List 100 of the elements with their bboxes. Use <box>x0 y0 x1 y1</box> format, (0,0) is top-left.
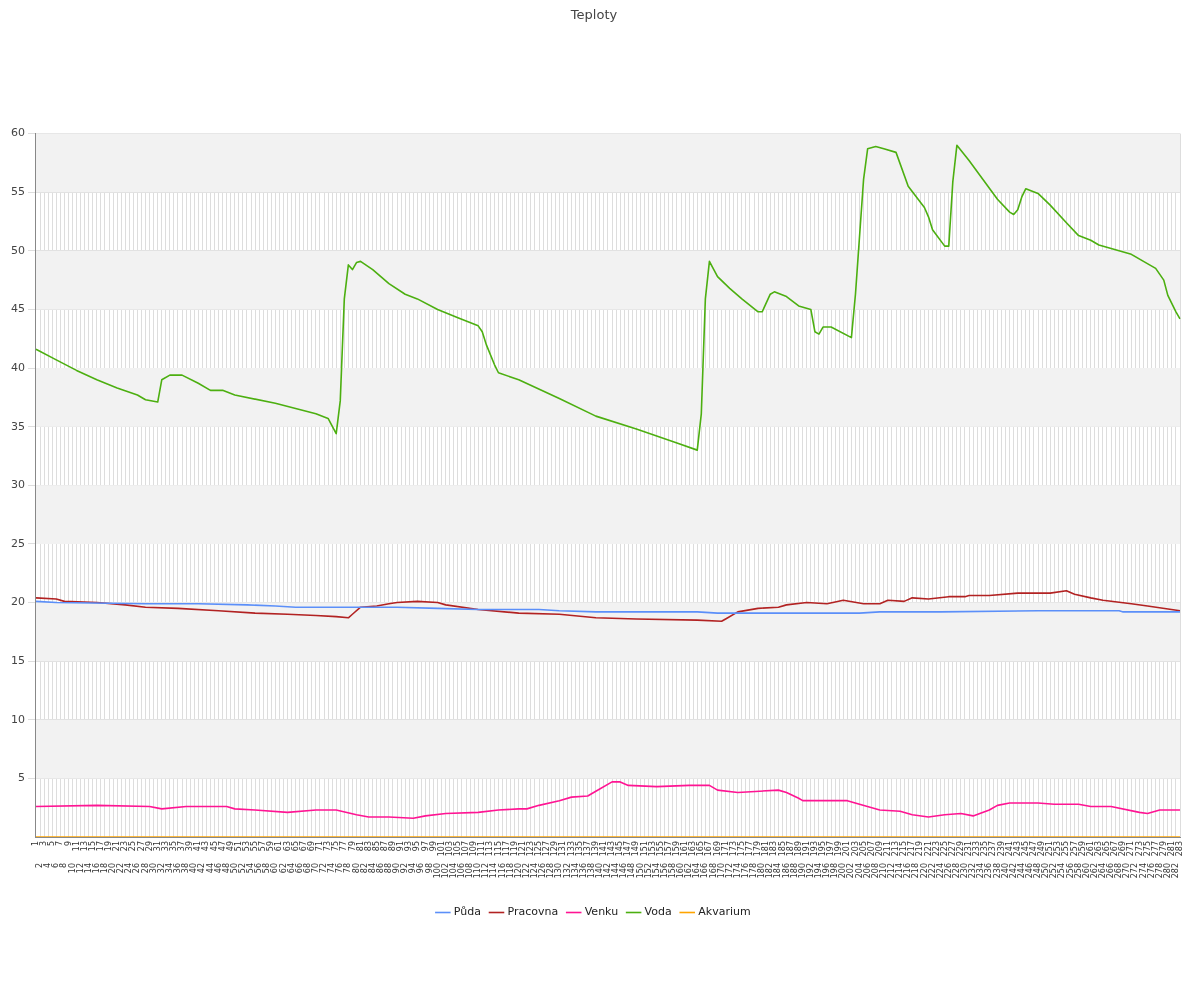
x-tick-label: 205 <box>858 841 868 857</box>
x-tick-label: 176 <box>741 863 751 879</box>
x-tick-label: 126 <box>538 863 548 879</box>
x-tick-label: 202 <box>846 863 856 879</box>
x-tick-label: 159 <box>672 841 682 857</box>
x-tick-label: 12 <box>75 863 85 874</box>
x-tick-label: 74 <box>327 863 337 874</box>
x-tick-label: 207 <box>866 841 876 857</box>
x-tick-label: 281 <box>1166 841 1176 857</box>
x-tick-label: 105 <box>452 841 462 857</box>
x-tick-label: 246 <box>1024 863 1034 879</box>
x-tick-label: 204 <box>854 863 864 879</box>
x-tick-label: 266 <box>1106 863 1116 879</box>
x-tick-label: 157 <box>663 841 673 857</box>
x-tick-label: 110 <box>473 863 483 879</box>
x-tick-label: 277 <box>1150 841 1160 857</box>
x-tick-label: 189 <box>793 841 803 857</box>
x-tick-label: 274 <box>1138 863 1148 879</box>
x-tick-label: 236 <box>984 863 994 879</box>
x-tick-label: 169 <box>712 841 722 857</box>
x-tick-label: 39 <box>185 841 195 852</box>
y-tick-label: 20 <box>11 595 25 609</box>
x-tick-label: 270 <box>1122 863 1132 879</box>
x-tick-label: 185 <box>777 841 787 857</box>
x-tick-label: 28 <box>140 863 150 874</box>
x-tick-label: 9 <box>63 841 73 847</box>
x-tick-label: 132 <box>562 863 572 879</box>
x-tick-label: 106 <box>457 863 467 879</box>
x-tick-label: 162 <box>684 863 694 879</box>
x-tick-label: 229 <box>956 841 966 857</box>
y-tick-label: 5 <box>18 771 25 785</box>
x-tick-label: 19 <box>104 841 114 852</box>
x-tick-label: 53 <box>242 841 252 852</box>
x-tick-label: 23 <box>120 841 130 852</box>
x-tick-label: 203 <box>850 841 860 857</box>
x-tick-label: 164 <box>692 863 702 879</box>
x-tick-label: 118 <box>505 863 515 879</box>
x-tick-label: 54 <box>246 863 256 874</box>
x-tick-label: 166 <box>700 863 710 879</box>
x-tick-label: 248 <box>1033 863 1043 879</box>
x-tick-label: 194 <box>814 863 824 879</box>
x-tick-label: 201 <box>842 841 852 857</box>
x-tick-label: 171 <box>720 841 730 857</box>
x-tick-label: 148 <box>627 863 637 879</box>
x-tick-label: 167 <box>704 841 714 857</box>
x-tick-label: 182 <box>765 863 775 879</box>
x-tick-label: 16 <box>91 863 101 874</box>
x-tick-label: 198 <box>830 863 840 879</box>
x-tick-label: 262 <box>1089 863 1099 879</box>
x-tick-label: 84 <box>367 863 377 874</box>
x-tick-label: 8 <box>59 863 69 869</box>
x-tick-label: 181 <box>761 841 771 857</box>
x-tick-label: 156 <box>659 863 669 879</box>
x-tick-label: 11 <box>71 841 81 852</box>
x-tick-label: 261 <box>1085 841 1095 857</box>
x-tick-label: 107 <box>461 841 471 857</box>
x-tick-label: 25 <box>128 841 138 852</box>
x-tick-label: 150 <box>635 863 645 879</box>
x-tick-label: 113 <box>485 841 495 857</box>
x-tick-label: 44 <box>205 863 215 874</box>
x-tick-label: 273 <box>1134 841 1144 857</box>
x-tick-label: 265 <box>1102 841 1112 857</box>
x-tick-label: 218 <box>911 863 921 879</box>
x-tick-label: 40 <box>189 863 199 874</box>
x-tick-label: 257 <box>1069 841 1079 857</box>
x-tick-label: 101 <box>436 841 446 857</box>
x-tick-label: 278 <box>1154 863 1164 879</box>
x-tick-label: 247 <box>1029 841 1039 857</box>
x-tick-label: 245 <box>1020 841 1030 857</box>
x-tick-label: 32 <box>156 863 166 874</box>
x-tick-label: 78 <box>343 863 353 874</box>
x-tick-label: 128 <box>546 863 556 879</box>
x-tick-label: 269 <box>1118 841 1128 857</box>
x-tick-label: 14 <box>83 863 93 874</box>
y-tick-label: 15 <box>11 654 25 668</box>
x-tick-label: 75 <box>331 841 341 852</box>
x-tick-label: 3 <box>39 841 49 847</box>
x-tick-label: 158 <box>667 863 677 879</box>
x-tick-label: 102 <box>440 863 450 879</box>
x-tick-label: 127 <box>542 841 552 857</box>
x-tick-label: 18 <box>100 863 110 874</box>
x-tick-label: 209 <box>874 841 884 857</box>
x-tick-label: 267 <box>1110 841 1120 857</box>
x-tick-label: 87 <box>379 841 389 852</box>
x-tick-label: 276 <box>1146 863 1156 879</box>
x-tick-label: 238 <box>992 863 1002 879</box>
x-tick-label: 206 <box>862 863 872 879</box>
x-tick-label: 272 <box>1130 863 1140 879</box>
chart-title: Teploty <box>569 7 618 23</box>
x-tick-label: 161 <box>680 841 690 857</box>
x-tick-label: 130 <box>554 863 564 879</box>
x-tick-label: 249 <box>1037 841 1047 857</box>
x-tick-label: 147 <box>623 841 633 857</box>
x-tick-label: 197 <box>826 841 836 857</box>
x-tick-label: 17 <box>95 841 105 852</box>
x-tick-label: 119 <box>509 841 519 857</box>
x-tick-label: 120 <box>513 863 523 879</box>
y-tick-label: 25 <box>11 536 25 550</box>
x-tick-label: 34 <box>164 863 174 874</box>
x-tick-label: 275 <box>1142 841 1152 857</box>
